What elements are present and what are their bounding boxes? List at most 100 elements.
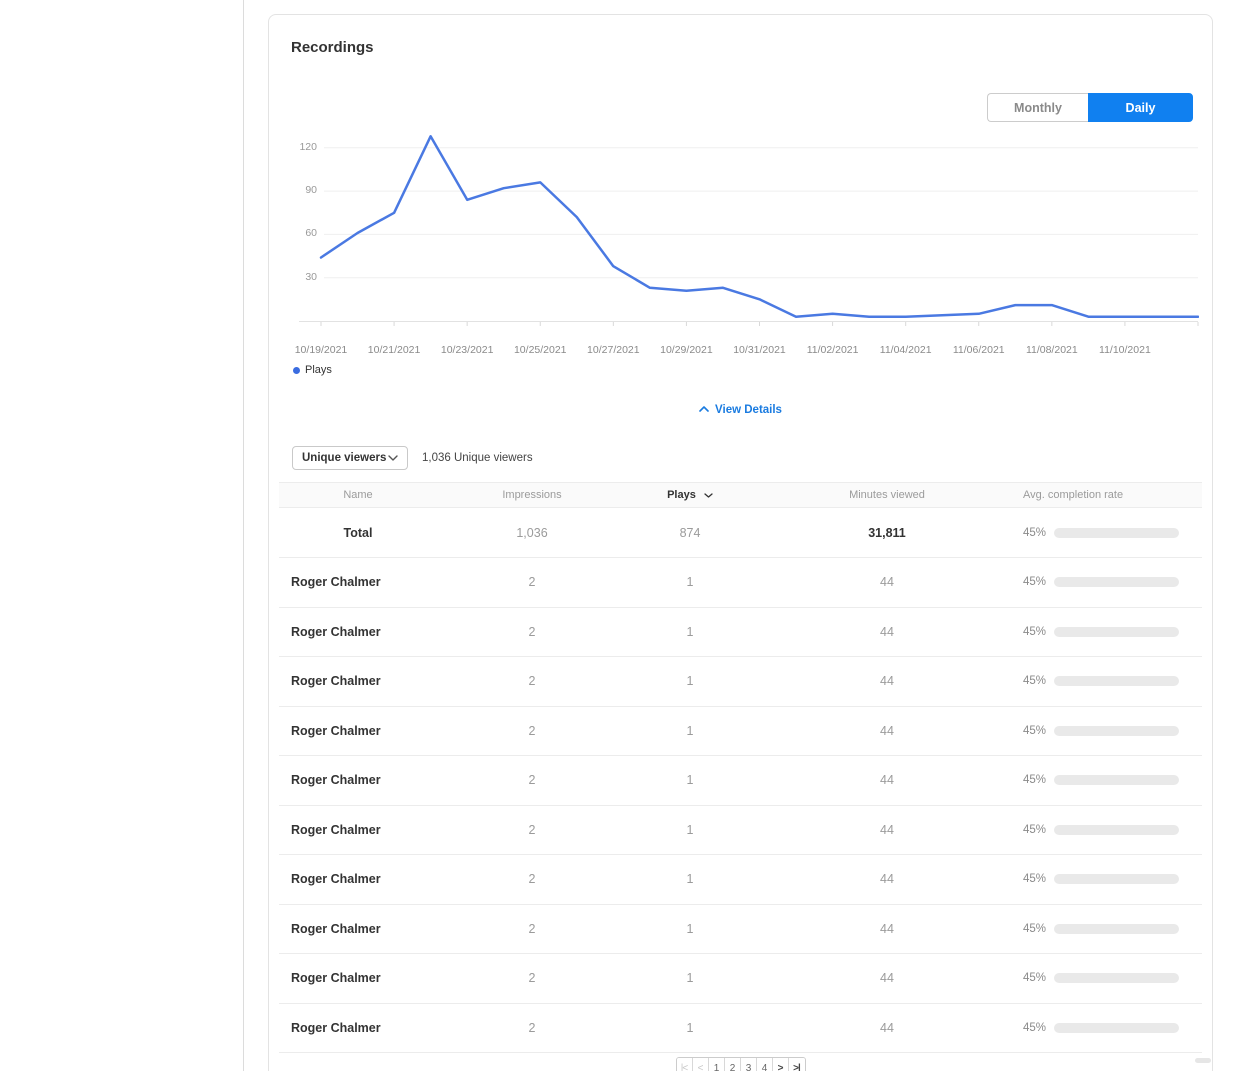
- monthly-tab[interactable]: Monthly: [987, 93, 1088, 122]
- chevron-down-icon: [388, 455, 398, 461]
- viewer-impressions: 2: [528, 575, 536, 590]
- viewer-name: Roger Chalmer: [291, 674, 381, 689]
- viewer-minutes-viewed: 44: [880, 822, 894, 837]
- column-header-avg-completion-rate[interactable]: Avg. completion rate: [1023, 489, 1124, 501]
- x-tick-label: 10/27/2021: [587, 344, 640, 356]
- page-4-button[interactable]: 4: [756, 1058, 773, 1071]
- plays-legend-dot-icon: [293, 366, 300, 374]
- table-row[interactable]: Roger Chalmer 2 1 44 45%: [279, 1004, 1202, 1053]
- viewer-completion-bar: [1054, 874, 1180, 885]
- viewer-completion-pct: 45%: [1023, 1021, 1047, 1034]
- viewer-completion-bar: [1054, 676, 1180, 687]
- viewer-completion-pct: 45%: [1023, 724, 1047, 737]
- x-tick-label: 10/25/2021: [513, 344, 567, 356]
- viewer-completion-bar: [1054, 824, 1180, 835]
- table-row[interactable]: Roger Chalmer 2 1 44 45%: [279, 806, 1202, 855]
- viewer-completion-cell: 45%: [1021, 675, 1202, 687]
- viewer-plays: 1: [686, 872, 694, 887]
- viewer-impressions: 2: [528, 971, 536, 986]
- plays-chart-svg: [299, 135, 1200, 326]
- column-header-plays[interactable]: Plays: [627, 489, 753, 501]
- chart-x-axis-labels: 10/19/2021 10/21/2021 10/23/2021 10/25/2021…: [295, 344, 1199, 358]
- x-tick-label: 10/29/2021: [660, 344, 713, 356]
- y-tick-label: 60: [305, 227, 317, 240]
- page-3-button[interactable]: 3: [740, 1058, 757, 1071]
- total-label: Total: [343, 525, 373, 540]
- viewer-completion-bar: [1054, 923, 1180, 934]
- interval-toggle: Monthly Daily: [987, 93, 1193, 122]
- recordings-card: Recordings Monthly Daily 30 60 90 120 10/19…: [268, 14, 1213, 1071]
- viewer-completion-pct: 45%: [1023, 972, 1047, 985]
- viewer-completion-cell: 45%: [1021, 824, 1202, 836]
- total-completion-bar: [1054, 527, 1180, 538]
- daily-tab[interactable]: Daily: [1088, 93, 1193, 122]
- table-row[interactable]: Roger Chalmer 2 1 44 45%: [279, 855, 1202, 905]
- table-header-row: Name Impressions Plays Minutes viewed Av…: [279, 482, 1202, 508]
- viewer-name: Roger Chalmer: [291, 575, 381, 590]
- metric-dropdown[interactable]: Unique viewers: [292, 446, 408, 470]
- column-header-minutes-viewed[interactable]: Minutes viewed: [849, 489, 925, 501]
- viewer-name: Roger Chalmer: [291, 624, 381, 639]
- chart-legend: Plays: [293, 364, 332, 376]
- viewer-name: Roger Chalmer: [291, 872, 381, 887]
- column-header-impressions[interactable]: Impressions: [502, 489, 562, 501]
- viewer-plays: 1: [686, 1020, 694, 1035]
- total-plays: 874: [679, 525, 701, 540]
- x-tick-label: 10/23/2021: [440, 344, 494, 356]
- viewer-minutes-viewed: 44: [880, 575, 894, 590]
- table-row[interactable]: Roger Chalmer 2 1 44 45%: [279, 558, 1202, 608]
- page-2-button[interactable]: 2: [724, 1058, 741, 1071]
- viewer-completion-bar: [1054, 775, 1180, 786]
- page-1-button[interactable]: 1: [708, 1058, 725, 1071]
- viewer-impressions: 2: [528, 624, 536, 639]
- column-header-name[interactable]: Name: [343, 489, 373, 501]
- viewer-completion-pct: 45%: [1023, 675, 1047, 688]
- viewer-name: Roger Chalmer: [291, 822, 381, 837]
- x-tick-label: 10/31/2021: [733, 344, 786, 356]
- viewer-plays: 1: [686, 575, 694, 590]
- viewer-impressions: 2: [528, 1020, 536, 1035]
- table-row[interactable]: Roger Chalmer 2 1 44 45%: [279, 905, 1202, 954]
- total-completion-pct: 45%: [1023, 526, 1047, 539]
- viewer-completion-pct: 45%: [1023, 576, 1047, 589]
- total-minutes-viewed: 31,811: [868, 525, 906, 540]
- table-total-row: Total 1,036 874 31,811 45%: [279, 508, 1202, 558]
- horizontal-scrollbar-thumb[interactable]: [1195, 1058, 1211, 1063]
- table-row[interactable]: Roger Chalmer 2 1 44 45%: [279, 608, 1202, 657]
- viewer-minutes-viewed: 44: [880, 971, 894, 986]
- viewer-minutes-viewed: 44: [880, 723, 894, 738]
- viewer-plays: 1: [686, 624, 694, 639]
- viewer-completion-cell: 45%: [1021, 1022, 1202, 1034]
- viewer-minutes-viewed: 44: [880, 624, 894, 639]
- viewer-name: Roger Chalmer: [291, 921, 381, 936]
- viewer-completion-cell: 45%: [1021, 626, 1202, 638]
- page-title: Recordings: [291, 39, 374, 56]
- table-row[interactable]: Roger Chalmer 2 1 44 45%: [279, 954, 1202, 1004]
- viewer-minutes-viewed: 44: [880, 921, 894, 936]
- viewer-completion-cell: 45%: [1021, 774, 1202, 786]
- first-page-button[interactable]: |<: [676, 1058, 693, 1071]
- viewer-completion-bar: [1054, 725, 1180, 736]
- table-row[interactable]: Roger Chalmer 2 1 44 45%: [279, 657, 1202, 707]
- viewer-name: Roger Chalmer: [291, 971, 381, 986]
- table-row[interactable]: Roger Chalmer 2 1 44 45%: [279, 756, 1202, 806]
- left-sidebar: [0, 0, 244, 1071]
- last-page-button[interactable]: >|: [788, 1058, 805, 1071]
- viewer-impressions: 2: [528, 674, 536, 689]
- viewer-impressions: 2: [528, 921, 536, 936]
- x-tick-label: 11/10/2021: [1099, 344, 1151, 356]
- viewer-completion-cell: 45%: [1021, 725, 1202, 737]
- table-row[interactable]: Roger Chalmer 2 1 44 45%: [279, 707, 1202, 756]
- viewer-completion-cell: 45%: [1021, 923, 1202, 935]
- view-details-link[interactable]: View Details: [269, 404, 1212, 416]
- viewer-plays: 1: [686, 674, 694, 689]
- previous-page-button[interactable]: <: [692, 1058, 709, 1071]
- pagination: |< <1 2 3 4 > >|: [675, 1057, 806, 1071]
- viewer-minutes-viewed: 44: [880, 674, 894, 689]
- viewer-name: Roger Chalmer: [291, 1020, 381, 1035]
- viewer-impressions: 2: [528, 872, 536, 887]
- viewer-minutes-viewed: 44: [880, 872, 894, 887]
- viewer-completion-pct: 45%: [1023, 625, 1047, 638]
- next-page-button[interactable]: >: [772, 1058, 789, 1071]
- viewer-completion-bar: [1054, 1022, 1180, 1033]
